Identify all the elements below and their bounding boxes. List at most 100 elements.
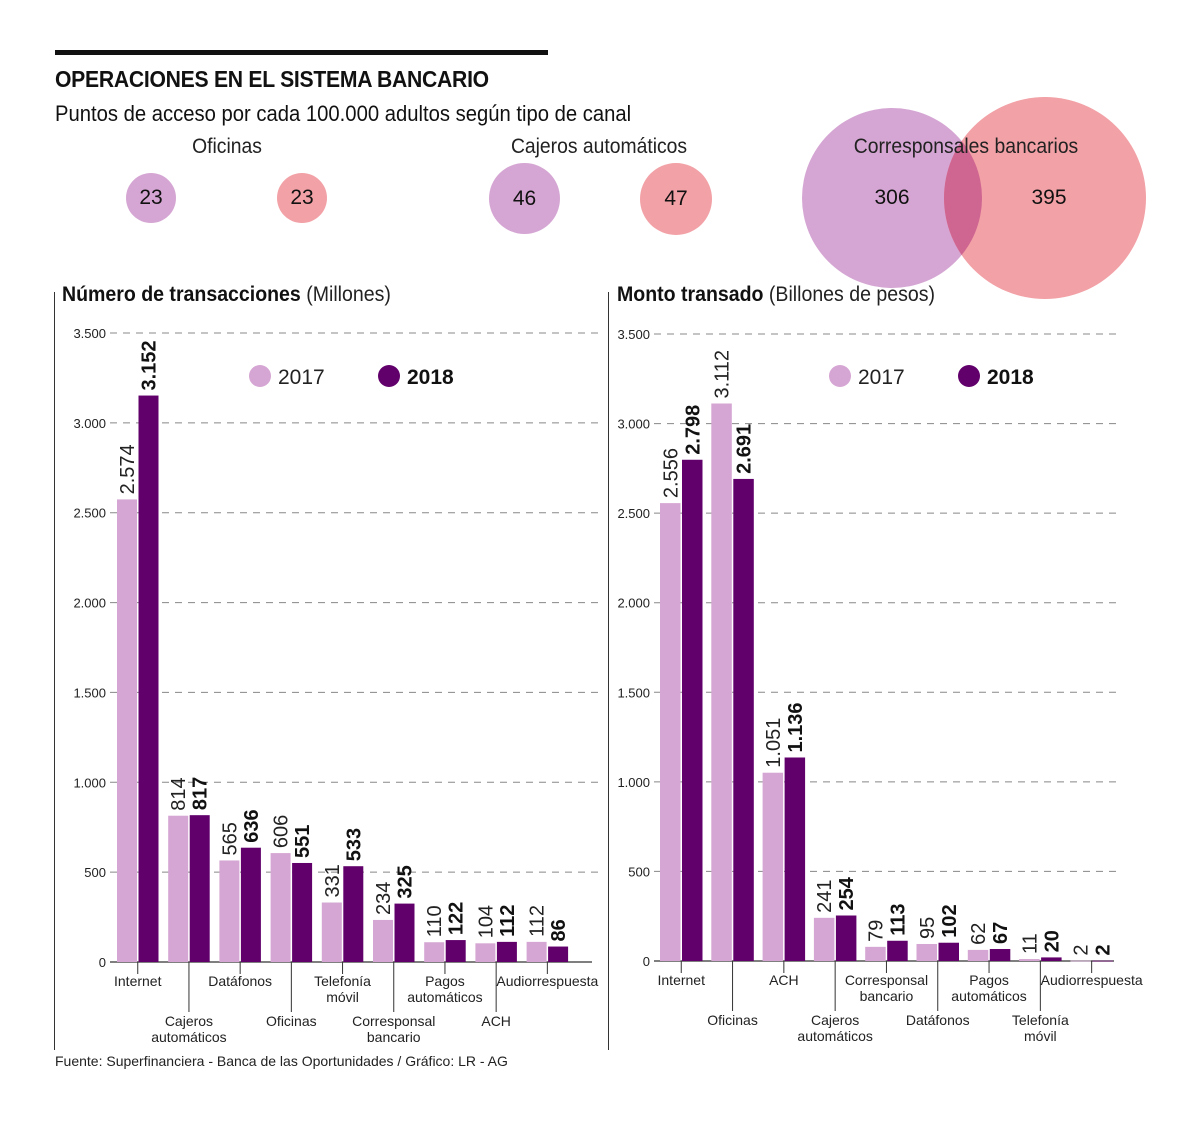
left-frame-line bbox=[54, 292, 55, 1050]
data-label-2017: 234 bbox=[373, 882, 395, 915]
bar-2017 bbox=[475, 943, 496, 962]
bar-2017 bbox=[1070, 960, 1091, 962]
y-tick-label: 2.000 bbox=[73, 596, 106, 611]
category-label: móvil bbox=[326, 989, 359, 1005]
category-label: Corresponsal bbox=[845, 972, 928, 988]
y-tick-label: 2.500 bbox=[617, 506, 650, 521]
bar-2017 bbox=[967, 949, 989, 961]
data-label-2018: 636 bbox=[241, 809, 263, 842]
y-tick-label: 500 bbox=[628, 864, 650, 879]
category-label: Datáfonos bbox=[906, 1012, 970, 1028]
bar-2018 bbox=[1041, 957, 1062, 961]
bar-2017 bbox=[526, 941, 547, 962]
data-label-2017: 2.556 bbox=[660, 448, 682, 498]
chart-title-text: Monto transado bbox=[617, 283, 764, 306]
legend-swatch-2017 bbox=[829, 365, 851, 387]
bubble-value: 46 bbox=[512, 186, 537, 210]
bar-2018 bbox=[784, 757, 806, 961]
y-tick-label: 2.500 bbox=[73, 506, 106, 521]
page-subtitle: Puntos de acceso por cada 100.000 adulto… bbox=[55, 101, 632, 126]
data-label-2018: 2 bbox=[1093, 945, 1115, 956]
data-label-2018: 533 bbox=[343, 828, 365, 861]
data-label-2017: 814 bbox=[168, 777, 190, 810]
category-label: ACH bbox=[481, 1013, 511, 1029]
bar-2017 bbox=[813, 917, 835, 961]
bar-2018 bbox=[138, 395, 159, 963]
y-tick-label: 0 bbox=[99, 955, 106, 970]
bar-2017 bbox=[916, 943, 937, 961]
bubble-value: 23 bbox=[290, 186, 314, 209]
bar-2017 bbox=[168, 815, 189, 962]
data-label-2018: 325 bbox=[395, 865, 417, 898]
y-tick-label: 3.500 bbox=[73, 326, 106, 341]
category-label: automáticos bbox=[407, 989, 482, 1005]
chart-unit: (Billones de pesos) bbox=[768, 283, 936, 306]
data-label-2018: 113 bbox=[887, 903, 909, 935]
source-note: Fuente: Superfinanciera - Banca de las O… bbox=[55, 1053, 508, 1069]
category-label: móvil bbox=[1024, 1028, 1057, 1044]
category-label: ACH bbox=[769, 972, 799, 988]
category-label: bancario bbox=[367, 1029, 421, 1045]
bar-2017 bbox=[373, 919, 393, 962]
data-label-2017: 95 bbox=[917, 917, 939, 939]
category-label: Corresponsal bbox=[352, 1013, 435, 1029]
bar-2018 bbox=[496, 941, 517, 962]
y-tick-label: 500 bbox=[84, 865, 106, 880]
data-label-2018: 3.152 bbox=[139, 340, 161, 390]
data-label-2017: 565 bbox=[219, 822, 241, 855]
legend-swatch-2018 bbox=[378, 365, 400, 387]
data-label-2017: 241 bbox=[814, 879, 836, 912]
bubble-value: 23 bbox=[139, 186, 163, 209]
category-label: Cajeros bbox=[811, 1012, 859, 1028]
bar-2017 bbox=[321, 902, 342, 962]
bar-2017 bbox=[762, 772, 784, 961]
bar-2018 bbox=[445, 940, 466, 962]
y-tick-label: 1.500 bbox=[73, 685, 106, 700]
bar-2018 bbox=[343, 866, 364, 962]
bubble-corresponsales-2017 bbox=[802, 108, 982, 288]
data-label-2018: 551 bbox=[292, 825, 314, 858]
category-label: Internet bbox=[114, 973, 162, 989]
bar-2018 bbox=[394, 903, 415, 962]
y-tick-label: 1.000 bbox=[73, 775, 106, 790]
data-label-2018: 1.136 bbox=[785, 702, 807, 752]
chart-unit: (Millones) bbox=[306, 283, 391, 306]
category-label: automáticos bbox=[151, 1029, 226, 1045]
data-label-2018: 86 bbox=[548, 919, 570, 941]
bubble-group-label-cajeros: Cajeros automáticos bbox=[510, 135, 688, 158]
y-tick-label: 1.500 bbox=[617, 685, 650, 700]
data-label-2017: 112 bbox=[527, 905, 549, 937]
legend-label-2017: 2017 bbox=[278, 366, 325, 389]
bar-2017 bbox=[270, 853, 291, 962]
category-label: automáticos bbox=[797, 1028, 872, 1044]
bar-2017 bbox=[117, 499, 137, 962]
y-tick-label: 3.000 bbox=[73, 416, 106, 431]
data-label-2018: 102 bbox=[939, 904, 961, 937]
legend-label-2018: 2018 bbox=[407, 366, 454, 389]
y-tick-label: 3.500 bbox=[617, 327, 650, 342]
category-label: automáticos bbox=[951, 988, 1026, 1004]
bubble-group-label-oficinas: Oficinas bbox=[192, 135, 262, 158]
data-label-2017: 2 bbox=[1071, 945, 1093, 956]
category-label: Internet bbox=[658, 972, 706, 988]
bar-2018 bbox=[887, 940, 908, 961]
data-label-2018: 2.691 bbox=[734, 424, 756, 474]
bar-2017 bbox=[711, 403, 732, 961]
data-label-2017: 606 bbox=[271, 815, 293, 848]
chart-monto: 05001.0001.5002.0002.5003.0003.5002.5562… bbox=[617, 327, 1142, 1044]
bar-2018 bbox=[989, 948, 1011, 961]
bar-2017 bbox=[660, 503, 681, 961]
venn-corresponsales bbox=[802, 97, 1146, 299]
category-label: Pagos bbox=[969, 972, 1009, 988]
data-label-2018: 254 bbox=[836, 876, 858, 910]
data-label-2017: 2.574 bbox=[117, 444, 139, 494]
category-label: Audiorrespuesta bbox=[496, 973, 598, 989]
data-label-2018: 817 bbox=[190, 777, 212, 810]
category-label: Telefonía bbox=[1012, 1012, 1069, 1028]
bar-2018 bbox=[189, 815, 210, 962]
y-tick-label: 2.000 bbox=[617, 596, 650, 611]
bubble-corresponsales-2017-value: 306 bbox=[874, 186, 910, 209]
data-label-2018: 112 bbox=[497, 905, 519, 937]
bar-2018 bbox=[548, 946, 569, 962]
data-label-2017: 79 bbox=[865, 920, 887, 942]
